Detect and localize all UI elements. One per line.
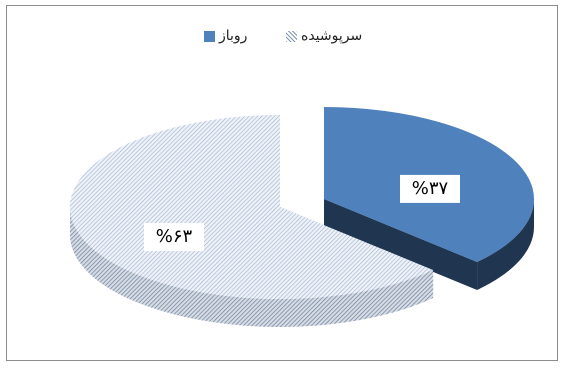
data-label-text-0: %۳۷: [412, 178, 449, 199]
legend: روباز سرپوشیده: [0, 26, 564, 46]
data-label-bg-1: [143, 223, 204, 252]
legend-swatch-roubaz: [204, 30, 215, 42]
legend-item-sarpushideh: سرپوشیده: [286, 26, 362, 46]
data-label-0: %۳۷: [400, 174, 461, 203]
data-label-text-1: %۶۳: [156, 226, 193, 247]
legend-item-roubaz: روباز: [204, 26, 247, 46]
pie-slice-cutface-0-1: [324, 199, 478, 290]
legend-swatch-sarpushideh: [286, 30, 297, 42]
pie-slice-side-1: [70, 207, 434, 327]
pie-slice-side-0: [477, 199, 534, 290]
pie-slice-top-1: [70, 115, 434, 299]
data-label-bg-0: [400, 174, 461, 203]
legend-label-roubaz: روباز: [219, 28, 248, 44]
legend-label-sarpushideh: سرپوشیده: [301, 28, 363, 44]
data-label-1: %۶۳: [143, 223, 204, 252]
